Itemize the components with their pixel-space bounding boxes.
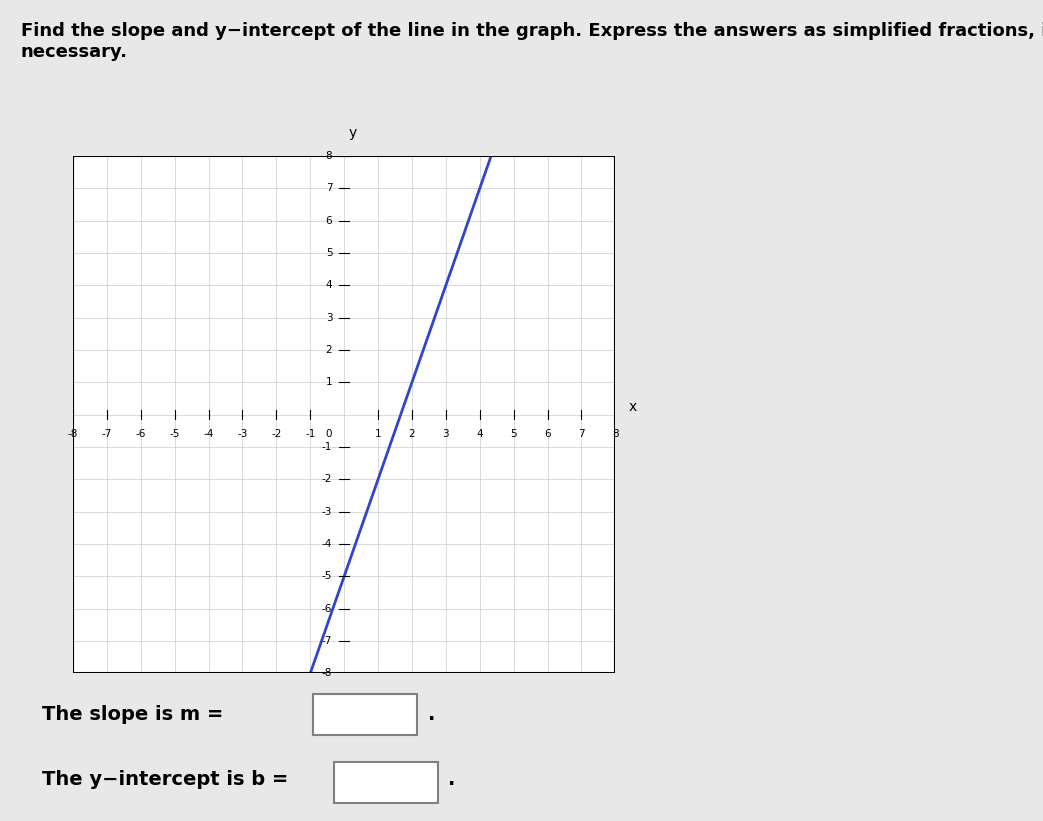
Text: x: x [628,400,636,414]
Text: 3: 3 [325,313,333,323]
Text: -1: -1 [306,429,315,439]
Text: -1: -1 [322,442,333,452]
Text: 7: 7 [325,183,333,193]
Text: 4: 4 [477,429,483,439]
Bar [334,762,438,803]
Text: 5: 5 [510,429,517,439]
Text: -8: -8 [322,668,333,678]
Bar [313,694,417,736]
Text: -8: -8 [68,429,78,439]
Text: 1: 1 [374,429,382,439]
Text: 6: 6 [544,429,551,439]
Text: -7: -7 [322,636,333,646]
Text: .: . [448,770,456,789]
Text: -2: -2 [322,475,333,484]
Text: 1: 1 [325,378,333,388]
Bar [73,156,615,673]
Text: -6: -6 [136,429,146,439]
Text: -3: -3 [322,507,333,516]
Text: 6: 6 [325,216,333,226]
Text: y: y [348,126,357,140]
Text: 8: 8 [612,429,618,439]
Text: The slope is m =: The slope is m = [42,705,223,724]
Text: 0: 0 [325,429,333,439]
Text: -4: -4 [203,429,214,439]
Text: -2: -2 [271,429,282,439]
Text: .: . [428,705,435,724]
Text: 2: 2 [325,345,333,355]
Text: -4: -4 [322,539,333,549]
Text: -5: -5 [170,429,179,439]
Text: The y−intercept is b =: The y−intercept is b = [42,770,288,789]
Text: 4: 4 [325,280,333,291]
Text: -3: -3 [238,429,247,439]
Text: -5: -5 [322,571,333,581]
Text: -7: -7 [102,429,112,439]
Text: Find the slope and y−intercept of the line in the graph. Express the answers as : Find the slope and y−intercept of the li… [21,22,1043,61]
Text: 3: 3 [442,429,450,439]
Text: 5: 5 [325,248,333,258]
Text: -6: -6 [322,603,333,613]
Text: 8: 8 [325,151,333,161]
Text: 2: 2 [409,429,415,439]
Text: 7: 7 [578,429,585,439]
